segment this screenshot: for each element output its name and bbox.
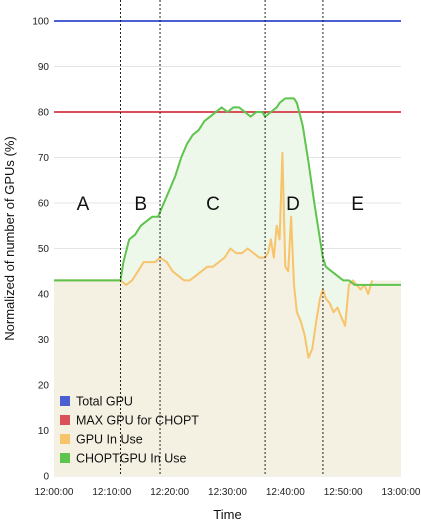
legend-swatch-1 [60,396,70,406]
x-tick-label-12-50-00: 12:50:00 [324,487,363,498]
y-axis-title: Normalized of number of GPUs (%) [2,136,17,340]
area-gpu-in-use [54,152,401,476]
area-fills [54,98,401,477]
region-label-c: C [206,194,220,215]
line-choptgpu-in-use [54,97,401,286]
region-label-b: B [134,194,147,215]
region-labels: A B C D E [77,194,364,215]
y-tick-label-60: 60 [38,199,50,210]
x-tick-label-12-10-00: 12:10:00 [92,487,131,498]
y-tick-label-100: 100 [32,17,49,28]
y-tick-label-80: 80 [38,108,50,119]
y-tick-label-50: 50 [38,244,50,255]
x-axis-title: Time [213,507,241,522]
y-axis-ticks: 0 10 20 30 40 50 60 70 80 90 100 [32,17,49,483]
y-tick-label-0: 0 [43,472,49,483]
y-tick-label-40: 40 [38,290,50,301]
legend-swatch-4 [60,453,70,463]
x-axis-ticks: 12:00:00 12:10:00 12:20:00 12:30:00 12:40:00… [35,487,421,498]
legend: Total GPU MAX GPU for CHOPT GPU In Use CHOP… [60,395,199,466]
legend-label-2: MAX GPU for CHOPT [76,414,199,428]
legend-label-1: Total GPU [76,395,133,409]
y-tick-label-70: 70 [38,153,50,164]
y-tick-label-90: 90 [38,62,50,73]
region-label-e: E [351,194,364,215]
x-tick-label-12-30-00: 12:30:00 [208,487,247,498]
legend-label-4: CHOPTGPU In Use [76,452,186,466]
y-tick-label-10: 10 [38,426,50,437]
region-label-a: A [77,194,90,215]
x-tick-label-13-00-00: 13:00:00 [382,487,421,498]
x-tick-label-12-40-00: 12:40:00 [266,487,305,498]
y-tick-label-20: 20 [38,381,50,392]
x-tick-label-12-20-00: 12:20:00 [150,487,189,498]
legend-swatch-2 [60,415,70,425]
y-tick-label-30: 30 [38,335,50,346]
x-tick-label-12-00-00: 12:00:00 [35,487,74,498]
legend-swatch-3 [60,434,70,444]
region-label-d: D [286,194,300,215]
phase-boundaries [120,0,324,476]
line-gpu-in-use [54,151,374,359]
series-lines [54,20,401,359]
legend-label-3: GPU In Use [76,433,143,447]
